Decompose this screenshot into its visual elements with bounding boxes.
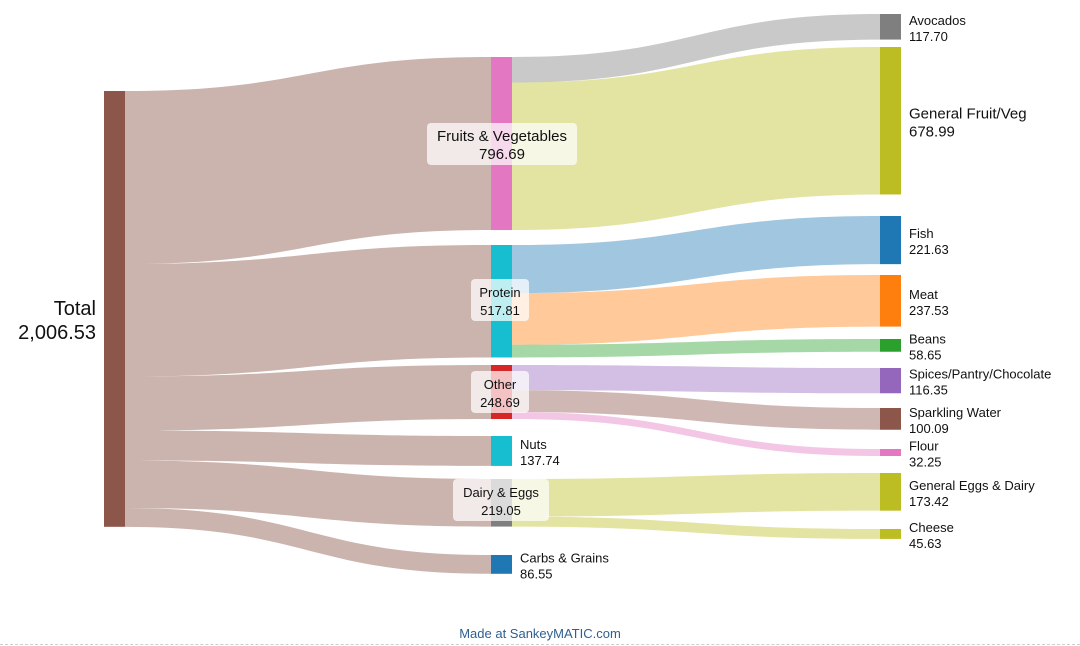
label-general-eggs-dairy-value: 173.42 xyxy=(909,494,949,509)
link-dairy-to-cheese[interactable] xyxy=(512,516,880,539)
label-beans-name: Beans xyxy=(909,331,946,346)
node-spices-pantry-chocolate[interactable] xyxy=(880,368,901,394)
link-other-to-flour[interactable] xyxy=(512,412,880,457)
label-avocados-value: 117.70 xyxy=(909,29,948,44)
node-general-eggs-dairy[interactable] xyxy=(880,473,901,511)
label-carbs-grains-name: Carbs & Grains xyxy=(520,550,609,565)
label-fruits-vegetables-box xyxy=(427,123,577,165)
link-dairy-to-ged[interactable] xyxy=(512,473,880,517)
link-fv-to-gfv[interactable] xyxy=(512,47,880,231)
label-fruits-vegetables-name: Fruits & Vegetables xyxy=(437,128,567,145)
node-carbs-grains[interactable] xyxy=(491,555,512,574)
node-general-fruit-veg[interactable] xyxy=(880,47,901,195)
label-beans-value: 58.65 xyxy=(909,347,942,362)
label-general-fruit-veg-value: 678.99 xyxy=(909,124,955,141)
link-protein-to-meat[interactable] xyxy=(512,275,880,345)
label-general-fruit-veg-name: General Fruit/Veg xyxy=(909,106,1027,123)
label-spices-pantry-chocolate-value: 116.35 xyxy=(909,383,948,398)
link-total-to-other[interactable] xyxy=(125,365,491,431)
label-sparkling-water-name: Sparkling Water xyxy=(909,405,1002,420)
label-spices-pantry-chocolate-name: Spices/Pantry/Chocolate xyxy=(909,367,1051,382)
label-other-value: 248.69 xyxy=(480,395,520,410)
label-protein-value: 517.81 xyxy=(480,303,520,318)
label-carbs-grains-value: 86.55 xyxy=(520,566,553,581)
label-flour-name: Flour xyxy=(909,439,939,454)
node-sparkling-water[interactable] xyxy=(880,408,901,430)
label-general-eggs-dairy-name: General Eggs & Dairy xyxy=(909,478,1035,493)
label-fruits-vegetables-value: 796.69 xyxy=(479,146,525,163)
node-meat[interactable] xyxy=(880,275,901,327)
node-avocados[interactable] xyxy=(880,14,901,40)
node-beans[interactable] xyxy=(880,339,901,352)
label-dairy-eggs-name: Dairy & Eggs xyxy=(463,485,539,500)
link-fv-to-avo[interactable] xyxy=(512,14,880,83)
label-nuts-value: 137.74 xyxy=(520,453,560,468)
label-dairy-eggs-box xyxy=(453,479,549,521)
node-cheese[interactable] xyxy=(880,529,901,539)
node-nuts[interactable] xyxy=(491,436,512,466)
label-cheese-value: 45.63 xyxy=(909,536,942,551)
label-meat-value: 237.53 xyxy=(909,303,949,318)
link-total-to-fv[interactable] xyxy=(125,57,491,265)
label-avocados-name: Avocados xyxy=(909,13,966,28)
label-other-name: Other xyxy=(484,377,517,392)
label-fish-name: Fish xyxy=(909,226,934,241)
link-protein-to-beans[interactable] xyxy=(512,339,880,358)
bottom-divider xyxy=(0,644,1080,645)
link-total-to-protein[interactable] xyxy=(125,245,491,377)
link-total-to-dairy[interactable] xyxy=(125,460,491,527)
label-cheese-name: Cheese xyxy=(909,520,954,535)
node-total[interactable] xyxy=(104,91,125,527)
label-other-box xyxy=(471,371,529,413)
label-protein-box xyxy=(471,279,529,321)
sankeymatic-credit-link[interactable]: Made at SankeyMATIC.com xyxy=(459,626,621,641)
node-flour[interactable] xyxy=(880,449,901,457)
link-other-to-water[interactable] xyxy=(512,390,880,430)
label-total-value: 2,006.53 xyxy=(18,322,96,344)
label-nuts-name: Nuts xyxy=(520,437,547,452)
link-total-to-carbs[interactable] xyxy=(125,508,491,574)
label-protein-name: Protein xyxy=(479,285,520,300)
label-flour-value: 32.25 xyxy=(909,455,942,470)
label-fish-value: 221.63 xyxy=(909,242,949,257)
label-total-name: Total xyxy=(54,298,96,320)
label-meat-name: Meat xyxy=(909,287,938,302)
label-sparkling-water-value: 100.09 xyxy=(909,421,949,436)
link-protein-to-fish[interactable] xyxy=(512,216,880,294)
node-fish[interactable] xyxy=(880,216,901,265)
label-dairy-eggs-value: 219.05 xyxy=(481,503,521,518)
link-total-to-nuts[interactable] xyxy=(125,430,491,466)
link-other-to-spices[interactable] xyxy=(512,365,880,394)
sankey-links xyxy=(125,14,880,574)
